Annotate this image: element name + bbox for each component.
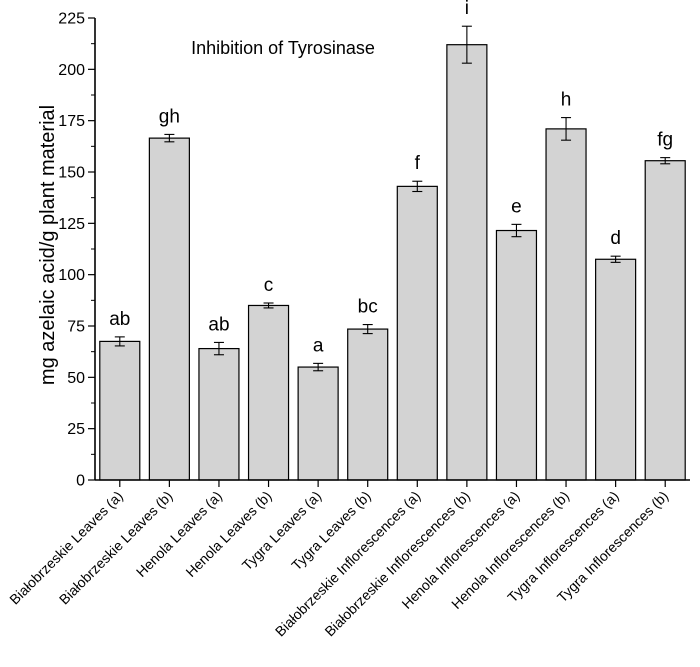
significance-label: ab	[109, 309, 130, 330]
significance-label: i	[465, 0, 469, 19]
bar	[396, 185, 438, 481]
y-tick-label: 0	[76, 473, 85, 490]
y-tick-label: 125	[58, 216, 85, 233]
bars-group	[99, 44, 686, 481]
significance-label: c	[264, 275, 274, 296]
bar	[644, 160, 686, 481]
significance-label: d	[610, 228, 621, 249]
significance-label: h	[561, 90, 572, 111]
bar	[446, 44, 488, 481]
bar	[595, 258, 637, 481]
chart-title: Inhibition of Tyrosinase	[191, 38, 375, 58]
significance-label: e	[511, 196, 522, 217]
bar	[347, 328, 389, 481]
y-tick-label: 200	[58, 62, 85, 79]
bar	[148, 137, 190, 481]
x-tick-label: Henola Leaves (a)	[133, 488, 225, 580]
y-axis-label: mg azelaic acid/g plant material	[37, 105, 59, 385]
significance-label: ab	[208, 314, 229, 335]
y-tick-label: 150	[58, 165, 85, 182]
significance-label: f	[415, 153, 421, 174]
bar	[545, 128, 587, 481]
x-tick-label: Henola Leaves (b)	[182, 488, 274, 580]
significance-label: bc	[358, 297, 378, 318]
significance-label: gh	[159, 106, 180, 127]
y-tick-label: 225	[58, 11, 85, 28]
y-tick-label: 100	[58, 267, 85, 284]
bar	[99, 340, 141, 481]
x-axis: Białobrzeskie Leaves (a)Białobrzeskie Le…	[6, 479, 690, 639]
y-tick-label: 50	[67, 370, 85, 387]
y-tick-label: 75	[67, 319, 85, 336]
bar	[297, 366, 339, 481]
bar	[247, 304, 290, 481]
error-bars-group	[114, 25, 671, 372]
bar	[495, 229, 538, 481]
significance-label: a	[313, 335, 324, 356]
y-axis: 0 25 50 75 100 125 150 175 200 225	[58, 11, 96, 490]
significance-label: fg	[657, 130, 673, 151]
y-tick-label: 25	[67, 421, 85, 438]
y-tick-label: 175	[58, 113, 85, 130]
bar	[198, 347, 240, 481]
